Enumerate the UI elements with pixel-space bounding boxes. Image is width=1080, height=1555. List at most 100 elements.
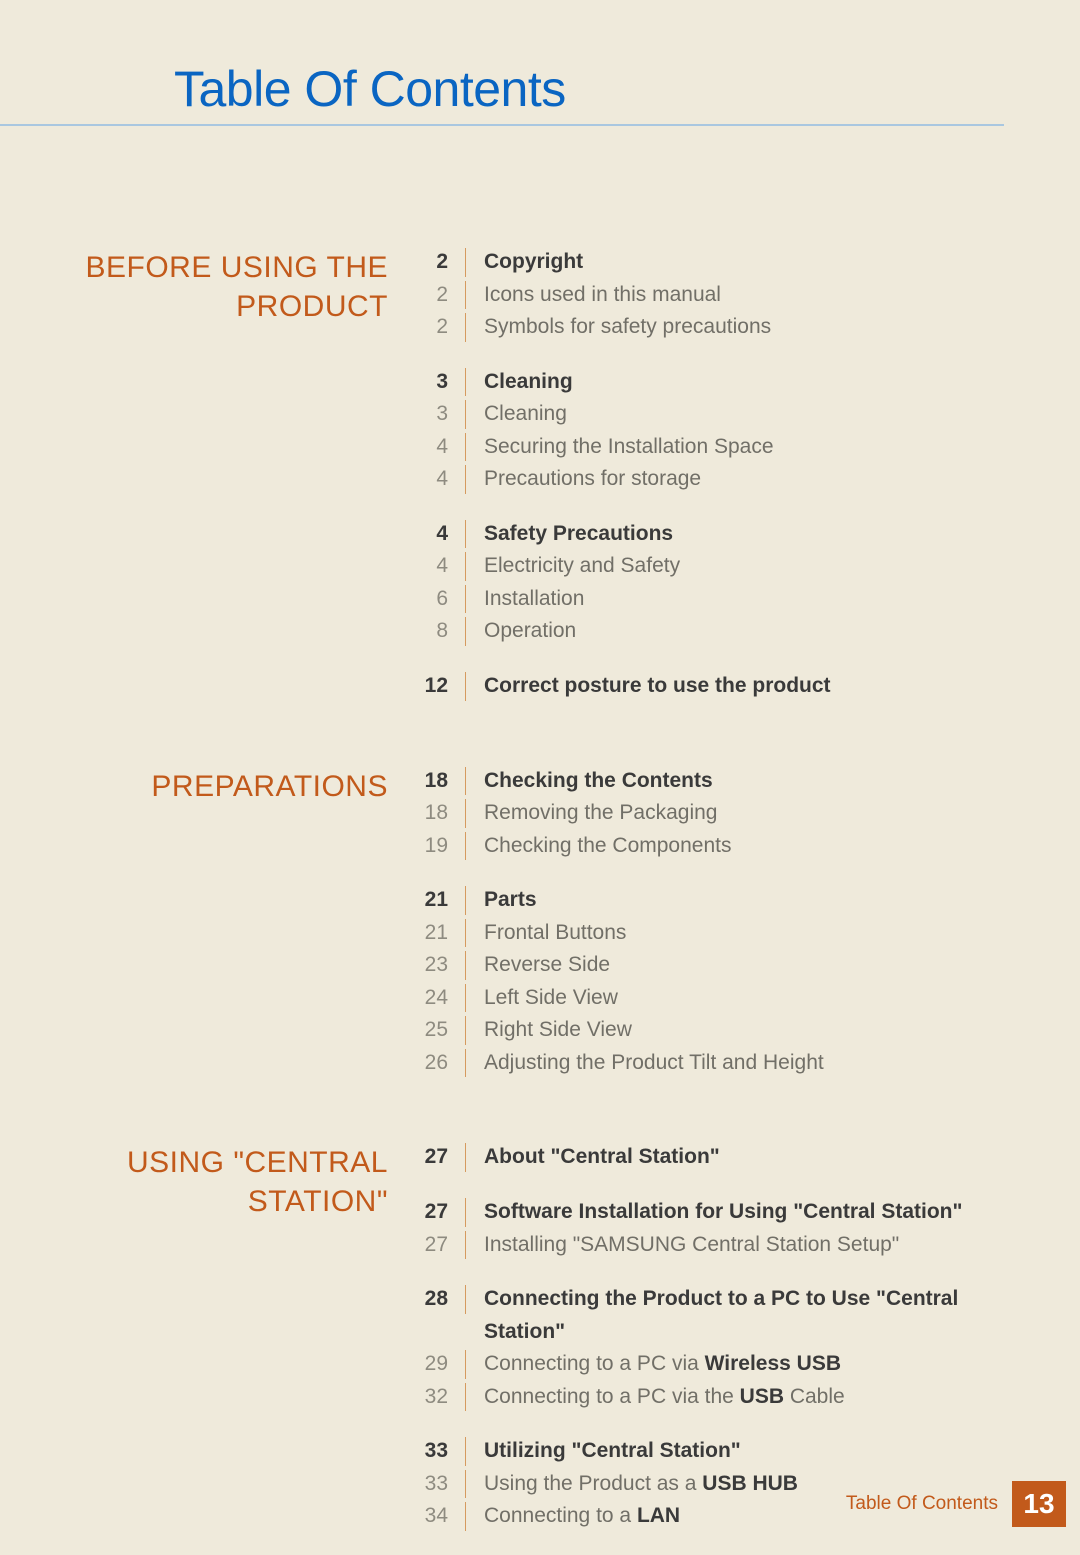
entry-page: 21 xyxy=(414,884,466,917)
toc-entry[interactable]: 27About "Central Station" xyxy=(414,1141,1004,1174)
entry-text: Connecting to a PC via the USB Cable xyxy=(466,1381,845,1414)
entry-text: Connecting the Product to a PC to Use "C… xyxy=(466,1283,1004,1348)
toc-entry[interactable]: 23Reverse Side xyxy=(414,949,1004,982)
entry-text: Installation xyxy=(466,583,584,616)
entry-page: 26 xyxy=(414,1047,466,1080)
entry-page: 3 xyxy=(414,398,466,431)
toc-entry[interactable]: 8Operation xyxy=(414,615,1004,648)
entry-text: Right Side View xyxy=(466,1014,632,1047)
toc-entry[interactable]: 24Left Side View xyxy=(414,982,1004,1015)
toc-entry[interactable]: 27Installing "SAMSUNG Central Station Se… xyxy=(414,1229,1004,1262)
toc-entry[interactable]: 29Connecting to a PC via Wireless USB xyxy=(414,1348,1004,1381)
entry-text: Reverse Side xyxy=(466,949,610,982)
toc-entry[interactable]: 27Software Installation for Using "Centr… xyxy=(414,1196,1004,1229)
toc-entry[interactable]: 3Cleaning xyxy=(414,398,1004,431)
chapter: PREPARATIONS18Checking the Contents18Rem… xyxy=(0,765,1004,1102)
entry-text: Symbols for safety precautions xyxy=(466,311,771,344)
toc-entry[interactable]: 26Adjusting the Product Tilt and Height xyxy=(414,1047,1004,1080)
entry-text: Operation xyxy=(466,615,576,648)
entry-text: Safety Precautions xyxy=(466,518,673,551)
chapter-label: BEFORE USING THE PRODUCT xyxy=(0,246,414,326)
entry-page: 33 xyxy=(414,1435,466,1468)
entry-text: Checking the Components xyxy=(466,830,731,863)
toc-entry[interactable]: 4Securing the Installation Space xyxy=(414,431,1004,464)
toc-entry[interactable]: 32Connecting to a PC via the USB Cable xyxy=(414,1381,1004,1414)
entry-page: 2 xyxy=(414,311,466,344)
toc-entry[interactable]: 2Symbols for safety precautions xyxy=(414,311,1004,344)
toc-entry[interactable]: 18Removing the Packaging xyxy=(414,797,1004,830)
entry-page: 8 xyxy=(414,615,466,648)
entry-page: 27 xyxy=(414,1229,466,1262)
entry-page: 18 xyxy=(414,797,466,830)
entry-page: 4 xyxy=(414,550,466,583)
entry-text: Cleaning xyxy=(466,398,567,431)
chapter-entries: 18Checking the Contents18Removing the Pa… xyxy=(414,765,1004,1102)
entry-text: Icons used in this manual xyxy=(466,279,721,312)
entry-page: 29 xyxy=(414,1348,466,1381)
entry-page: 3 xyxy=(414,366,466,399)
entry-page: 27 xyxy=(414,1196,466,1229)
page-title: Table Of Contents xyxy=(174,60,1004,118)
entry-text: Connecting to a PC via Wireless USB xyxy=(466,1348,841,1381)
toc-entry[interactable]: 18Checking the Contents xyxy=(414,765,1004,798)
subsection: 27About "Central Station" xyxy=(414,1141,1004,1174)
entry-text: Utilizing "Central Station" xyxy=(466,1435,741,1468)
toc-entry[interactable]: 12Correct posture to use the product xyxy=(414,670,1004,703)
toc-entry[interactable]: 6Installation xyxy=(414,583,1004,616)
entry-page: 12 xyxy=(414,670,466,703)
entry-text: Frontal Buttons xyxy=(466,917,626,950)
page-number: 13 xyxy=(1012,1481,1066,1527)
toc-entry[interactable]: 28Connecting the Product to a PC to Use … xyxy=(414,1283,1004,1348)
chapter-label: USING "CENTRAL STATION" xyxy=(0,1141,414,1221)
entry-page: 23 xyxy=(414,949,466,982)
footer-label: Table Of Contents xyxy=(846,1481,1012,1527)
subsection: 2Copyright2Icons used in this manual2Sym… xyxy=(414,246,1004,344)
entry-page: 32 xyxy=(414,1381,466,1414)
toc-entry[interactable]: 4Electricity and Safety xyxy=(414,550,1004,583)
entry-page: 6 xyxy=(414,583,466,616)
toc-entry[interactable]: 25Right Side View xyxy=(414,1014,1004,1047)
entry-text: Precautions for storage xyxy=(466,463,701,496)
entry-text: Electricity and Safety xyxy=(466,550,680,583)
entry-text: Installing "SAMSUNG Central Station Setu… xyxy=(466,1229,899,1262)
entry-text-bold: USB xyxy=(740,1385,784,1408)
toc-entry[interactable]: 4Precautions for storage xyxy=(414,463,1004,496)
chapter-label: PREPARATIONS xyxy=(0,765,414,806)
entry-text: About "Central Station" xyxy=(466,1141,720,1174)
entry-page: 18 xyxy=(414,765,466,798)
toc-entry[interactable]: 2Icons used in this manual xyxy=(414,279,1004,312)
subsection: 28Connecting the Product to a PC to Use … xyxy=(414,1283,1004,1413)
entry-text: Securing the Installation Space xyxy=(466,431,774,464)
entry-text: Checking the Contents xyxy=(466,765,713,798)
entry-page: 25 xyxy=(414,1014,466,1047)
toc-content: BEFORE USING THE PRODUCT2Copyright2Icons… xyxy=(0,126,1080,1555)
entry-page: 27 xyxy=(414,1141,466,1174)
toc-entry[interactable]: 2Copyright xyxy=(414,246,1004,279)
toc-entry[interactable]: 21Frontal Buttons xyxy=(414,917,1004,950)
entry-text-pre: Connecting to a PC via xyxy=(484,1352,705,1375)
toc-entry[interactable]: 33Utilizing "Central Station" xyxy=(414,1435,1004,1468)
entry-text: Removing the Packaging xyxy=(466,797,717,830)
subsection: 21Parts21Frontal Buttons23Reverse Side24… xyxy=(414,884,1004,1079)
toc-entry[interactable]: 19Checking the Components xyxy=(414,830,1004,863)
entry-page: 19 xyxy=(414,830,466,863)
entry-text-bold: Wireless USB xyxy=(705,1352,841,1375)
subsection: 18Checking the Contents18Removing the Pa… xyxy=(414,765,1004,863)
subsection: 12Correct posture to use the product xyxy=(414,670,1004,703)
chapter-entries: 2Copyright2Icons used in this manual2Sym… xyxy=(414,246,1004,725)
subsection: 4Safety Precautions4Electricity and Safe… xyxy=(414,518,1004,648)
entry-text: Cleaning xyxy=(466,366,573,399)
toc-entry[interactable]: 4Safety Precautions xyxy=(414,518,1004,551)
entry-page: 24 xyxy=(414,982,466,1015)
toc-entry[interactable]: 3Cleaning xyxy=(414,366,1004,399)
entry-text: Left Side View xyxy=(466,982,618,1015)
title-bar: Table Of Contents xyxy=(0,0,1004,126)
entry-text: Correct posture to use the product xyxy=(466,670,831,703)
chapter: BEFORE USING THE PRODUCT2Copyright2Icons… xyxy=(0,246,1004,725)
entry-page: 4 xyxy=(414,463,466,496)
entry-page: 2 xyxy=(414,246,466,279)
entry-text-pre: Connecting to a PC via the xyxy=(484,1385,740,1408)
entry-page: 4 xyxy=(414,518,466,551)
toc-entry[interactable]: 21Parts xyxy=(414,884,1004,917)
subsection: 27Software Installation for Using "Centr… xyxy=(414,1196,1004,1261)
